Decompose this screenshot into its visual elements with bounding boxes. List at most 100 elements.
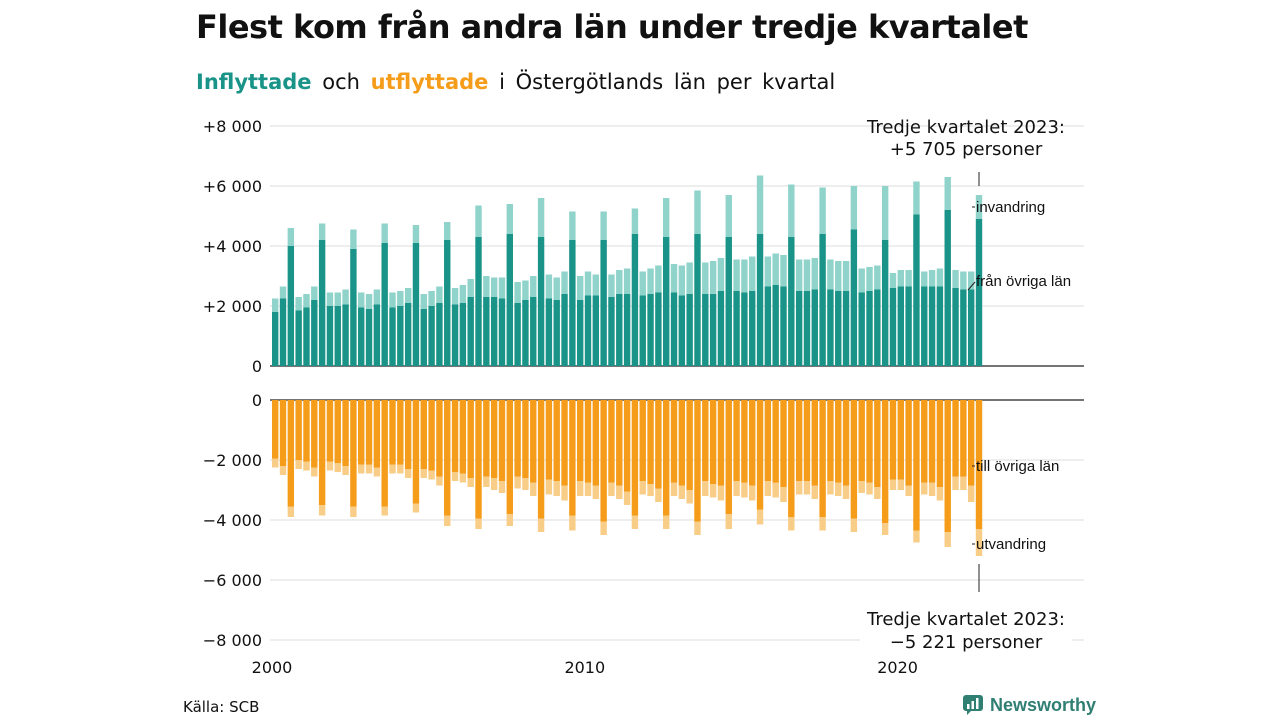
bar-in-immigration [819,187,826,234]
bar-out-domestic [514,400,521,477]
bar-out-emigration [694,521,701,535]
bar-out-emigration [365,464,373,474]
bar-in-domestic [733,291,740,366]
bar-in-immigration [663,198,670,237]
subtitle-rest: i Östergötlands län per kvartal [499,70,836,94]
bar-out-domestic [279,400,287,466]
bar-out-emigration [702,481,709,496]
bar-out-domestic [451,400,459,472]
bar-in-domestic [350,249,357,366]
bar-in-immigration [490,277,498,297]
bar-in-immigration [709,261,717,294]
bar-in-domestic [913,214,920,366]
bar-out-domestic [647,400,654,484]
bar-in-immigration [303,294,310,308]
bar-out-domestic [866,400,873,483]
bar-in-immigration [459,285,467,303]
bar-out-emigration [913,530,920,543]
bar-in-domestic [897,286,904,366]
bar-in-domestic [780,286,787,366]
bar-out-emigration [561,485,568,501]
bar-out-domestic [592,400,600,486]
bar-out-domestic [584,400,592,483]
bar-in-immigration [678,265,686,296]
bar-out-domestic [655,400,662,489]
bar-out-domestic [694,400,701,522]
bar-in-immigration [936,268,944,287]
bar-in-domestic [811,289,818,366]
bar-in-immigration [342,289,349,305]
bar-in-domestic [670,292,678,366]
bar-in-immigration [295,297,302,311]
bar-out-emigration [819,517,826,531]
bar-in-domestic [373,304,381,366]
bar-in-immigration [858,268,865,293]
bar-in-domestic [960,289,967,366]
bar-out-emigration [514,476,521,489]
bar-out-emigration [537,518,545,532]
bar-in-domestic [631,234,639,366]
x-tick-label: 2000 [252,658,293,677]
y-tick-label-bottom: −6 000 [203,571,262,590]
bar-in-domestic [819,234,826,366]
bar-in-domestic [506,234,513,366]
bar-out-emigration [334,463,341,472]
bar-in-domestic [975,219,983,366]
annotation-top-line2: +5 705 personer [890,139,1043,160]
bar-in-immigration [318,223,326,240]
bar-out-domestic [686,400,693,490]
bar-out-domestic [475,400,482,519]
newsworthy-logo-icon [963,695,983,715]
y-tick-label-top: +4 000 [203,237,262,256]
bar-in-domestic [944,210,951,366]
bar-out-emigration [952,476,959,490]
bar-out-emigration [866,482,873,495]
bar-in-immigration [326,292,334,306]
bar-out-emigration [655,488,662,502]
bar-in-immigration [311,286,318,300]
bar-out-emigration [459,473,467,483]
bar-in-domestic [936,286,944,366]
bar-out-domestic [772,400,779,483]
bar-in-immigration [592,274,600,296]
bar-in-immigration [436,286,443,303]
bar-out-domestic [960,400,967,477]
bar-in-immigration [733,259,740,291]
bar-out-domestic [569,400,576,516]
bar-out-emigration [811,485,818,499]
bar-out-domestic [545,400,553,480]
bar-in-domestic [522,300,529,366]
bar-in-domestic [686,294,693,366]
bar-out-emigration [436,476,443,486]
bar-in-domestic [428,306,435,366]
y-tick-label-top: +6 000 [203,177,262,196]
bar-in-immigration [569,211,576,240]
bar-out-domestic [326,400,334,462]
bar-out-emigration [373,467,381,477]
bar-in-domestic [858,292,865,366]
bar-out-domestic [874,400,881,487]
bar-in-immigration [921,271,928,287]
bar-in-immigration [967,271,975,290]
bar-in-domestic [483,297,490,366]
bar-out-domestic [913,400,920,531]
bar-out-domestic [928,400,936,483]
bar-out-domestic [530,400,537,483]
bar-in-domestic [967,289,975,366]
annotation-bottom-line1: Tredje kvartalet 2023: [866,609,1065,630]
bar-out-domestic [827,400,834,481]
bar-out-emigration [608,482,615,496]
bar-out-emigration [295,460,302,469]
bar-in-immigration [623,268,631,294]
y-tick-label-bottom: 0 [252,391,262,410]
bar-out-emigration [342,466,349,475]
bar-in-immigration [764,256,772,287]
bar-out-domestic [561,400,568,486]
bar-out-domestic [858,400,865,481]
bar-in-domestic [663,237,670,366]
bar-out-emigration [921,482,928,495]
bar-out-emigration [318,505,326,516]
bar-in-immigration [530,276,537,297]
bar-out-domestic [717,400,725,486]
bar-out-emigration [733,481,740,496]
